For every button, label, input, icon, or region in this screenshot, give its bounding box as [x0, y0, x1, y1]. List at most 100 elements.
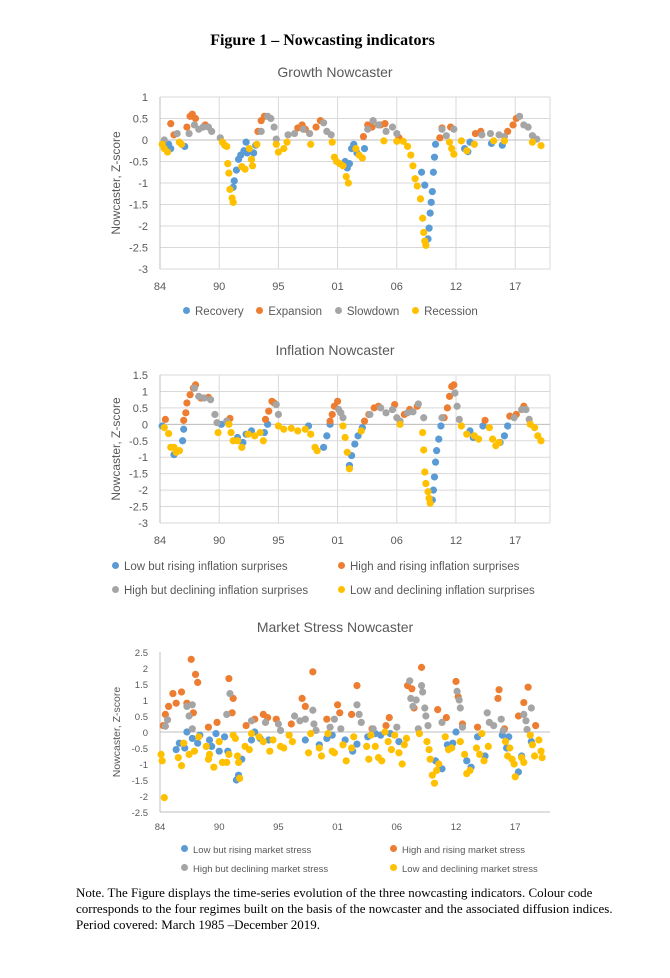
data-point [267, 114, 275, 123]
data-point [161, 710, 169, 718]
x-tick-label: 01 [332, 822, 343, 833]
data-point [225, 420, 233, 428]
data-point [443, 404, 451, 412]
data-point [470, 140, 478, 148]
figure-note: Note. The Figure displays the time-serie… [76, 885, 613, 932]
growth-chart-title: Growth Nowcaster [277, 64, 393, 80]
data-point [247, 730, 256, 738]
data-point [428, 188, 436, 196]
data-point [307, 430, 315, 438]
data-point [274, 422, 282, 430]
data-point [391, 731, 399, 739]
data-point [172, 699, 180, 707]
data-point [481, 416, 489, 424]
data-point [425, 224, 433, 232]
y-tick-label: -2 [138, 221, 148, 233]
data-point [233, 752, 242, 760]
y-tick-label: 1 [143, 696, 148, 707]
data-point [504, 127, 512, 135]
data-point [188, 725, 196, 733]
data-point [416, 195, 425, 203]
data-point [528, 741, 537, 749]
data-point [276, 726, 285, 734]
data-point [180, 416, 188, 424]
data-point [288, 738, 296, 746]
data-point [438, 414, 446, 422]
data-point [215, 738, 223, 746]
data-point [294, 427, 302, 435]
data-point [238, 443, 246, 451]
x-tick-label: 95 [273, 822, 284, 833]
data-point [524, 683, 532, 691]
y-tick-label: -3 [138, 264, 148, 276]
data-point [214, 428, 222, 437]
data-point [472, 744, 481, 752]
data-point [463, 757, 471, 765]
y-tick-label: -1.5 [129, 469, 148, 481]
data-point [290, 129, 299, 138]
data-point [229, 198, 237, 206]
data-point [320, 119, 328, 127]
data-point [456, 738, 464, 746]
data-point [381, 120, 389, 128]
data-point [307, 140, 315, 148]
data-point [213, 419, 221, 427]
y-tick-label: 0 [142, 135, 148, 147]
data-point [475, 435, 483, 443]
data-point [191, 114, 200, 123]
data-point [417, 168, 426, 176]
data-point [478, 131, 486, 139]
data-point [421, 468, 429, 476]
data-point [347, 744, 356, 752]
data-point [334, 397, 342, 405]
data-point [495, 438, 503, 447]
x-tick-label: 84 [155, 822, 166, 833]
y-tick-label: -1.5 [132, 776, 148, 787]
data-point [422, 479, 430, 488]
y-tick-label: -1 [138, 452, 148, 464]
data-point [367, 731, 375, 739]
data-point [357, 718, 365, 726]
data-point [511, 773, 519, 781]
data-point [175, 447, 183, 455]
data-point [326, 417, 334, 425]
x-tick-label: 01 [331, 535, 343, 547]
data-point [430, 473, 439, 481]
data-point [312, 123, 320, 131]
data-point [313, 447, 321, 455]
data-point [194, 739, 202, 747]
data-point [163, 716, 172, 724]
data-point [320, 443, 328, 451]
y-tick-label: -1 [140, 760, 148, 771]
data-point [483, 709, 491, 717]
data-point [420, 446, 428, 454]
data-point [403, 409, 412, 417]
inflation-nowcaster-chart: 1.5 1 0.5 0 -0.5 -1 -1.5 -2 -2.5 -3 84 90 95 01 06 12 17… [109, 370, 551, 547]
data-point [453, 402, 461, 410]
x-tick-label: 06 [391, 281, 403, 293]
data-point [247, 155, 256, 163]
data-point [461, 750, 469, 758]
data-point [163, 148, 172, 156]
data-point [431, 458, 440, 466]
data-point [436, 134, 444, 142]
data-point [236, 774, 244, 782]
data-point [388, 405, 397, 414]
data-point [301, 715, 309, 723]
data-point [500, 432, 509, 440]
data-point [351, 440, 359, 448]
data-point [179, 437, 187, 445]
data-point [245, 145, 253, 153]
y-tick-label: 2.5 [135, 648, 148, 659]
y-tick-label: -1 [138, 178, 148, 190]
data-point [393, 137, 401, 145]
data-point [339, 422, 347, 430]
data-point [323, 432, 331, 440]
data-point [231, 734, 239, 742]
data-point [479, 422, 487, 430]
data-point [364, 125, 372, 133]
data-point [206, 396, 215, 404]
data-point [535, 736, 543, 744]
data-point [408, 685, 416, 693]
market-stress-nowcaster-chart: 2.5 2 1.5 1 0.5 0 -0.5 -1 -1.5 -2 -2.5 84 90 95 01 06 12… [111, 648, 550, 833]
